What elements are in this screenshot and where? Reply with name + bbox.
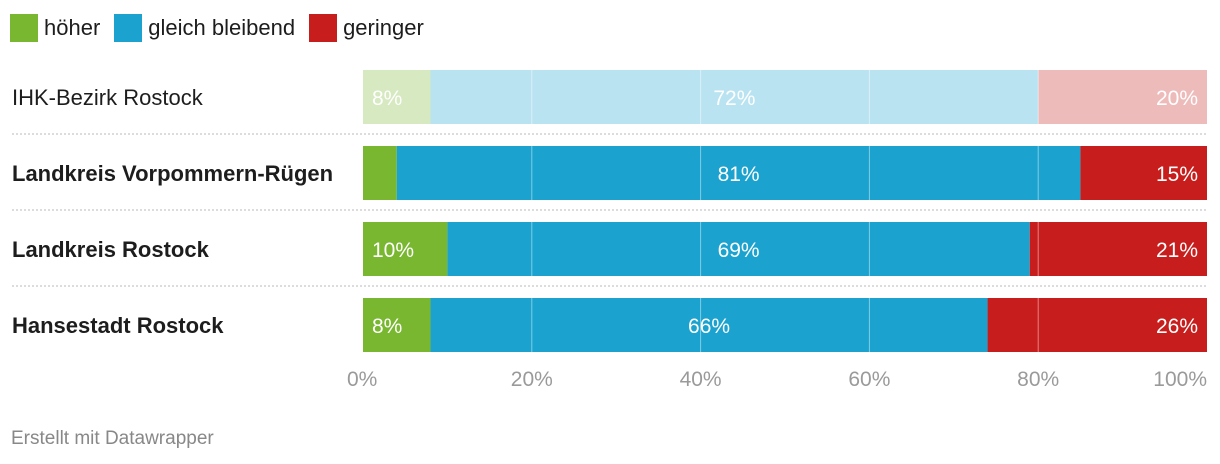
bar-segment [396, 146, 1081, 200]
category-label: Hansestadt Rostock [12, 313, 224, 338]
legend-swatch [10, 14, 38, 42]
data-label: 26% [1156, 315, 1198, 338]
category-label: Landkreis Vorpommern-Rügen [12, 161, 333, 186]
data-label: 69% [718, 239, 760, 262]
bar-segment [447, 222, 1030, 276]
data-label: 8% [372, 87, 402, 110]
data-label: 15% [1156, 163, 1198, 186]
bar-segment [363, 146, 397, 200]
category-label: Landkreis Rostock [12, 237, 210, 262]
x-tick-label: 0% [347, 368, 377, 391]
x-tick-label: 80% [1017, 368, 1059, 391]
category-label: IHK-Bezirk Rostock [12, 85, 204, 110]
data-label: 20% [1156, 87, 1198, 110]
bar-segment [430, 70, 1039, 124]
bar-segment [363, 70, 431, 124]
legend-label: geringer [343, 15, 424, 40]
credit-footer: Erstellt mit Datawrapper [11, 428, 214, 449]
legend-item: geringer [309, 14, 424, 42]
x-tick-label: 20% [511, 368, 553, 391]
bar-segment [363, 222, 448, 276]
data-label: 81% [718, 163, 760, 186]
data-label: 66% [688, 315, 730, 338]
bar-segment [363, 298, 431, 352]
data-label: 8% [372, 315, 402, 338]
data-label: 72% [713, 87, 755, 110]
legend-swatch [114, 14, 143, 42]
x-tick-label: 60% [848, 368, 890, 391]
bar-segment [1038, 70, 1207, 124]
x-tick-label: 40% [680, 368, 722, 391]
legend-item: höher [10, 14, 100, 42]
x-tick-label: 100% [1153, 368, 1207, 391]
data-label: 21% [1156, 239, 1198, 262]
legend-label: höher [44, 15, 101, 40]
data-label: 10% [372, 239, 414, 262]
legend-item: gleich bleibend [114, 14, 295, 42]
bar-segment [430, 298, 988, 352]
bar-segment [987, 298, 1207, 352]
bar-segment [1029, 222, 1207, 276]
legend-swatch [309, 14, 338, 42]
bar-segment [1080, 146, 1207, 200]
chart-legend: höher gleich bleibend geringer [10, 14, 438, 42]
legend-label: gleich bleibend [148, 15, 296, 40]
